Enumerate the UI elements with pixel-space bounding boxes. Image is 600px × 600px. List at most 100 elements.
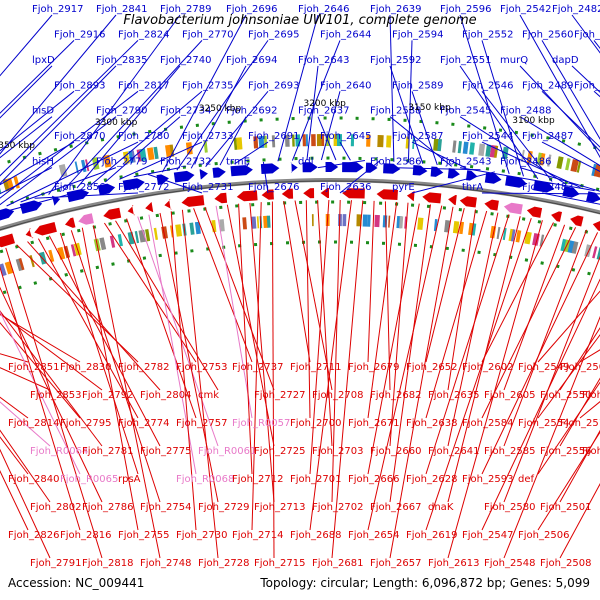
reverse-gene-label: Fjoh_2782 (118, 362, 169, 373)
cog-bar-0-23 (0, 188, 2, 194)
leader-line (317, 160, 365, 169)
reverse-gene-32 (503, 202, 523, 215)
leader-line (238, 203, 253, 475)
leader-line (503, 315, 600, 559)
leader-line (519, 167, 600, 192)
reverse-gene-24 (320, 188, 329, 198)
cog-bar-0-87 (576, 160, 582, 173)
leader-line (503, 224, 566, 391)
forward-gene-label: ddl (298, 157, 313, 168)
reverse-gene-label: rpsA (118, 474, 141, 485)
reverse-gene-15 (127, 205, 136, 216)
cog-bar-1-37 (117, 234, 123, 247)
reverse-gene-label: Fjoh_2635 (428, 390, 479, 401)
cog-bar-1-25 (15, 258, 23, 272)
leader-line (519, 65, 600, 152)
forward-gene-label: Fjoh_2841 (96, 4, 147, 15)
cog-bar-1-88 (567, 240, 576, 254)
reverse-gene-label: Fjoh_2729 (198, 502, 249, 513)
reverse-gene-label: Fjoh_2554 (518, 418, 569, 429)
leader-line (147, 173, 203, 194)
cog-bar-1-74 (459, 221, 464, 235)
leader-line (294, 200, 333, 391)
reverse-gene-17 (164, 199, 172, 210)
forward-gene-label: Fjoh_2645 (320, 131, 371, 142)
reverse-gene-label: Fjoh_2602 (462, 362, 513, 373)
leader-line (425, 207, 465, 363)
reverse-gene-label: Fjoh_R0061 (198, 446, 256, 457)
cog-bar-1-79 (502, 227, 507, 241)
cog-bar-1-57 (311, 214, 314, 227)
cog-bar-1-30 (57, 246, 66, 260)
reverse-gene-label: Fjoh_2688 (290, 530, 341, 541)
reverse-gene-label: Fjoh_2584 (462, 418, 513, 429)
reverse-gene-label: Fjoh_2549 (518, 362, 569, 373)
reverse-gene-label: Fjoh_2666 (348, 474, 399, 485)
leader-line (159, 212, 219, 503)
reverse-gene-19 (214, 192, 228, 204)
leader-line (389, 167, 481, 171)
forward-gene-14 (122, 178, 145, 191)
leader-line (541, 40, 600, 140)
cog-bar-1-45 (175, 224, 183, 237)
reverse-gene-12 (65, 217, 76, 228)
reverse-gene-label: cmk (198, 390, 219, 401)
forward-gene-label: Fjoh_2733 (182, 131, 233, 142)
leader-line (76, 65, 181, 189)
cog-bar-0-36 (131, 150, 136, 163)
reverse-gene-label: Fjoh_2802 (30, 502, 81, 513)
leader-line (425, 218, 532, 531)
leader-line (59, 232, 139, 475)
reverse-gene-label: Fjoh_2654 (348, 530, 399, 541)
reverse-gene-label: Fjoh_2708 (312, 390, 363, 401)
forward-gene-label: pyrE (392, 182, 415, 193)
forward-gene-label: Fjoh_2542 (500, 4, 551, 15)
reverse-gene-label: def (518, 474, 535, 485)
forward-gene-label: Fjoh_2552 (462, 29, 513, 40)
reverse-gene-label: Fjoh_2511 (582, 390, 600, 401)
reverse-gene-label: Fjoh_2754 (140, 502, 191, 513)
cog-bar-1-39 (134, 231, 140, 244)
cog-bar-1-47 (189, 222, 195, 235)
leader-line (309, 199, 330, 475)
leader-line (339, 160, 380, 194)
leader-line (62, 40, 203, 192)
reverse-gene-label: Fjoh_2725 (254, 446, 305, 457)
leader-line (425, 210, 488, 419)
forward-gene-22 (302, 162, 318, 173)
reverse-gene-label: Fjoh_2513 (560, 418, 600, 429)
cog-bar-1-66 (388, 215, 391, 228)
forward-gene-label: Fjoh_2487 (522, 131, 573, 142)
forward-gene-label: Fjoh_2917 (32, 4, 83, 15)
forward-gene-31 (484, 172, 502, 184)
cog-bar-1-51 (242, 217, 247, 230)
leader-line (389, 204, 431, 503)
cog-bar-0-72 (462, 141, 469, 154)
forward-gene-label: Fjoh_2870 (54, 131, 105, 142)
forward-gene-label: Fjoh_2646 (298, 4, 349, 15)
leader-line (537, 334, 600, 419)
cog-bar-1-81 (510, 229, 516, 242)
forward-gene-label: Fjoh_2481 (574, 29, 600, 40)
forward-gene-label: Fjoh_2639 (370, 4, 421, 15)
leader-line (119, 141, 203, 180)
forward-gene-label: Fjoh_2731 (182, 182, 233, 193)
cog-bar-0-54 (302, 134, 306, 147)
forward-gene-label: Fjoh_2735 (182, 80, 233, 91)
leader-line (0, 141, 75, 186)
cog-bar-1-41 (145, 229, 151, 242)
leader-line (519, 116, 600, 167)
reverse-gene-label: Fjoh_2711 (290, 362, 341, 373)
reverse-gene-label: Fjoh_2851 (8, 362, 59, 373)
leader-line (34, 192, 139, 199)
leader-line (367, 200, 375, 363)
forward-gene-label: murQ (500, 55, 528, 66)
reverse-gene-30 (459, 196, 477, 208)
leader-line (0, 436, 29, 475)
reverse-gene-label: Fjoh_2613 (428, 558, 479, 569)
reverse-gene-35 (570, 215, 584, 227)
leader-line (90, 90, 203, 186)
reverse-gene-label: Fjoh_R0068 (176, 474, 234, 485)
leader-line (0, 40, 75, 114)
leader-line (481, 232, 599, 475)
